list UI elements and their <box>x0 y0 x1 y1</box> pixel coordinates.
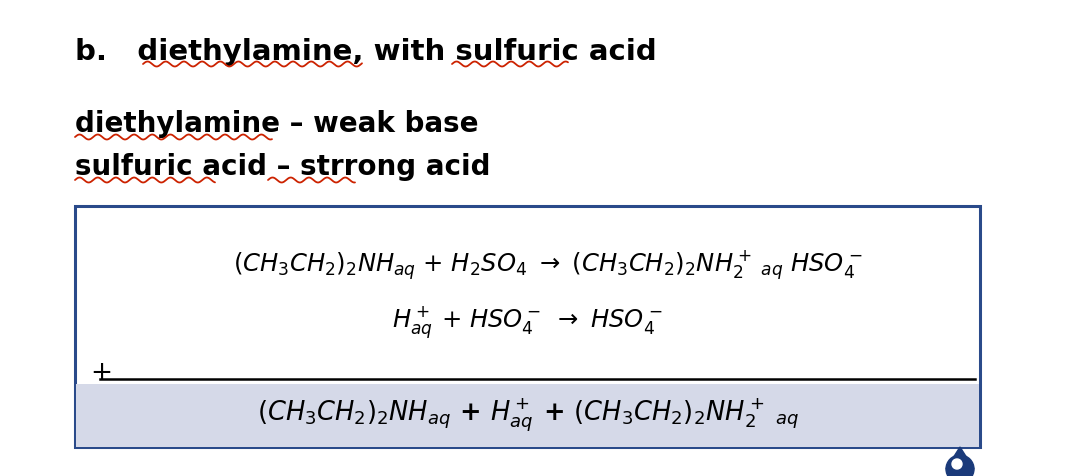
Text: sulfuric acid – strrong acid: sulfuric acid – strrong acid <box>75 153 490 180</box>
Circle shape <box>951 459 962 469</box>
Polygon shape <box>946 447 974 469</box>
Text: $(CH_3CH_2)_2NH_{aq}$ + $H_{aq}^+$ + $(CH_3CH_2)_2NH_2^+$ $_{\!aq}$: $(CH_3CH_2)_2NH_{aq}$ + $H_{aq}^+$ + $(C… <box>257 396 798 433</box>
Bar <box>75 207 980 447</box>
Text: b.   diethylamine, with sulfuric acid: b. diethylamine, with sulfuric acid <box>75 38 657 66</box>
Text: $H_{aq}^+$ + $HSO_4^-$ $\rightarrow$ $HSO_4^-$: $H_{aq}^+$ + $HSO_4^-$ $\rightarrow$ $HS… <box>392 304 663 340</box>
Text: +: + <box>90 359 112 385</box>
Text: diethylamine – weak base: diethylamine – weak base <box>75 110 478 138</box>
Circle shape <box>946 455 974 476</box>
Text: $(CH_3CH_2)_2NH_{aq}$ + $H_2SO_4$ $\rightarrow$ $(CH_3CH_2)_2NH_2^+$ $_{\!aq}$ $: $(CH_3CH_2)_2NH_{aq}$ + $H_2SO_4$ $\righ… <box>233 248 862 281</box>
Bar <box>76 384 978 447</box>
